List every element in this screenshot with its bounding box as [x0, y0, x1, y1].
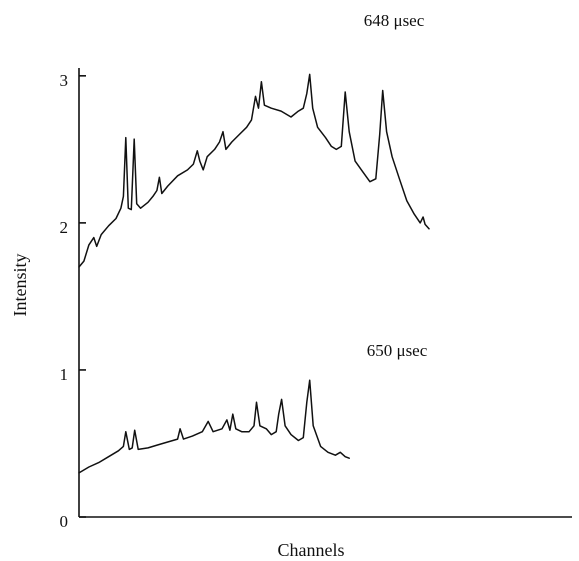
y-axis-label: Intensity [10, 254, 30, 317]
annotation-648-usec: 648 μsec [364, 11, 425, 30]
series-group [78, 73, 430, 474]
x-axis-label: Channels [278, 540, 345, 560]
y-tick-label-0: 0 [60, 512, 69, 531]
y-tick-label-1: 1 [60, 365, 69, 384]
y-tick-label-3: 3 [60, 71, 69, 90]
annotation-650-usec: 650 μsec [367, 341, 428, 360]
series-line-648-usec [78, 73, 430, 268]
y-tick-group [79, 75, 86, 518]
y-tick-label-2: 2 [60, 218, 69, 237]
series-line-650-usec [78, 379, 350, 474]
